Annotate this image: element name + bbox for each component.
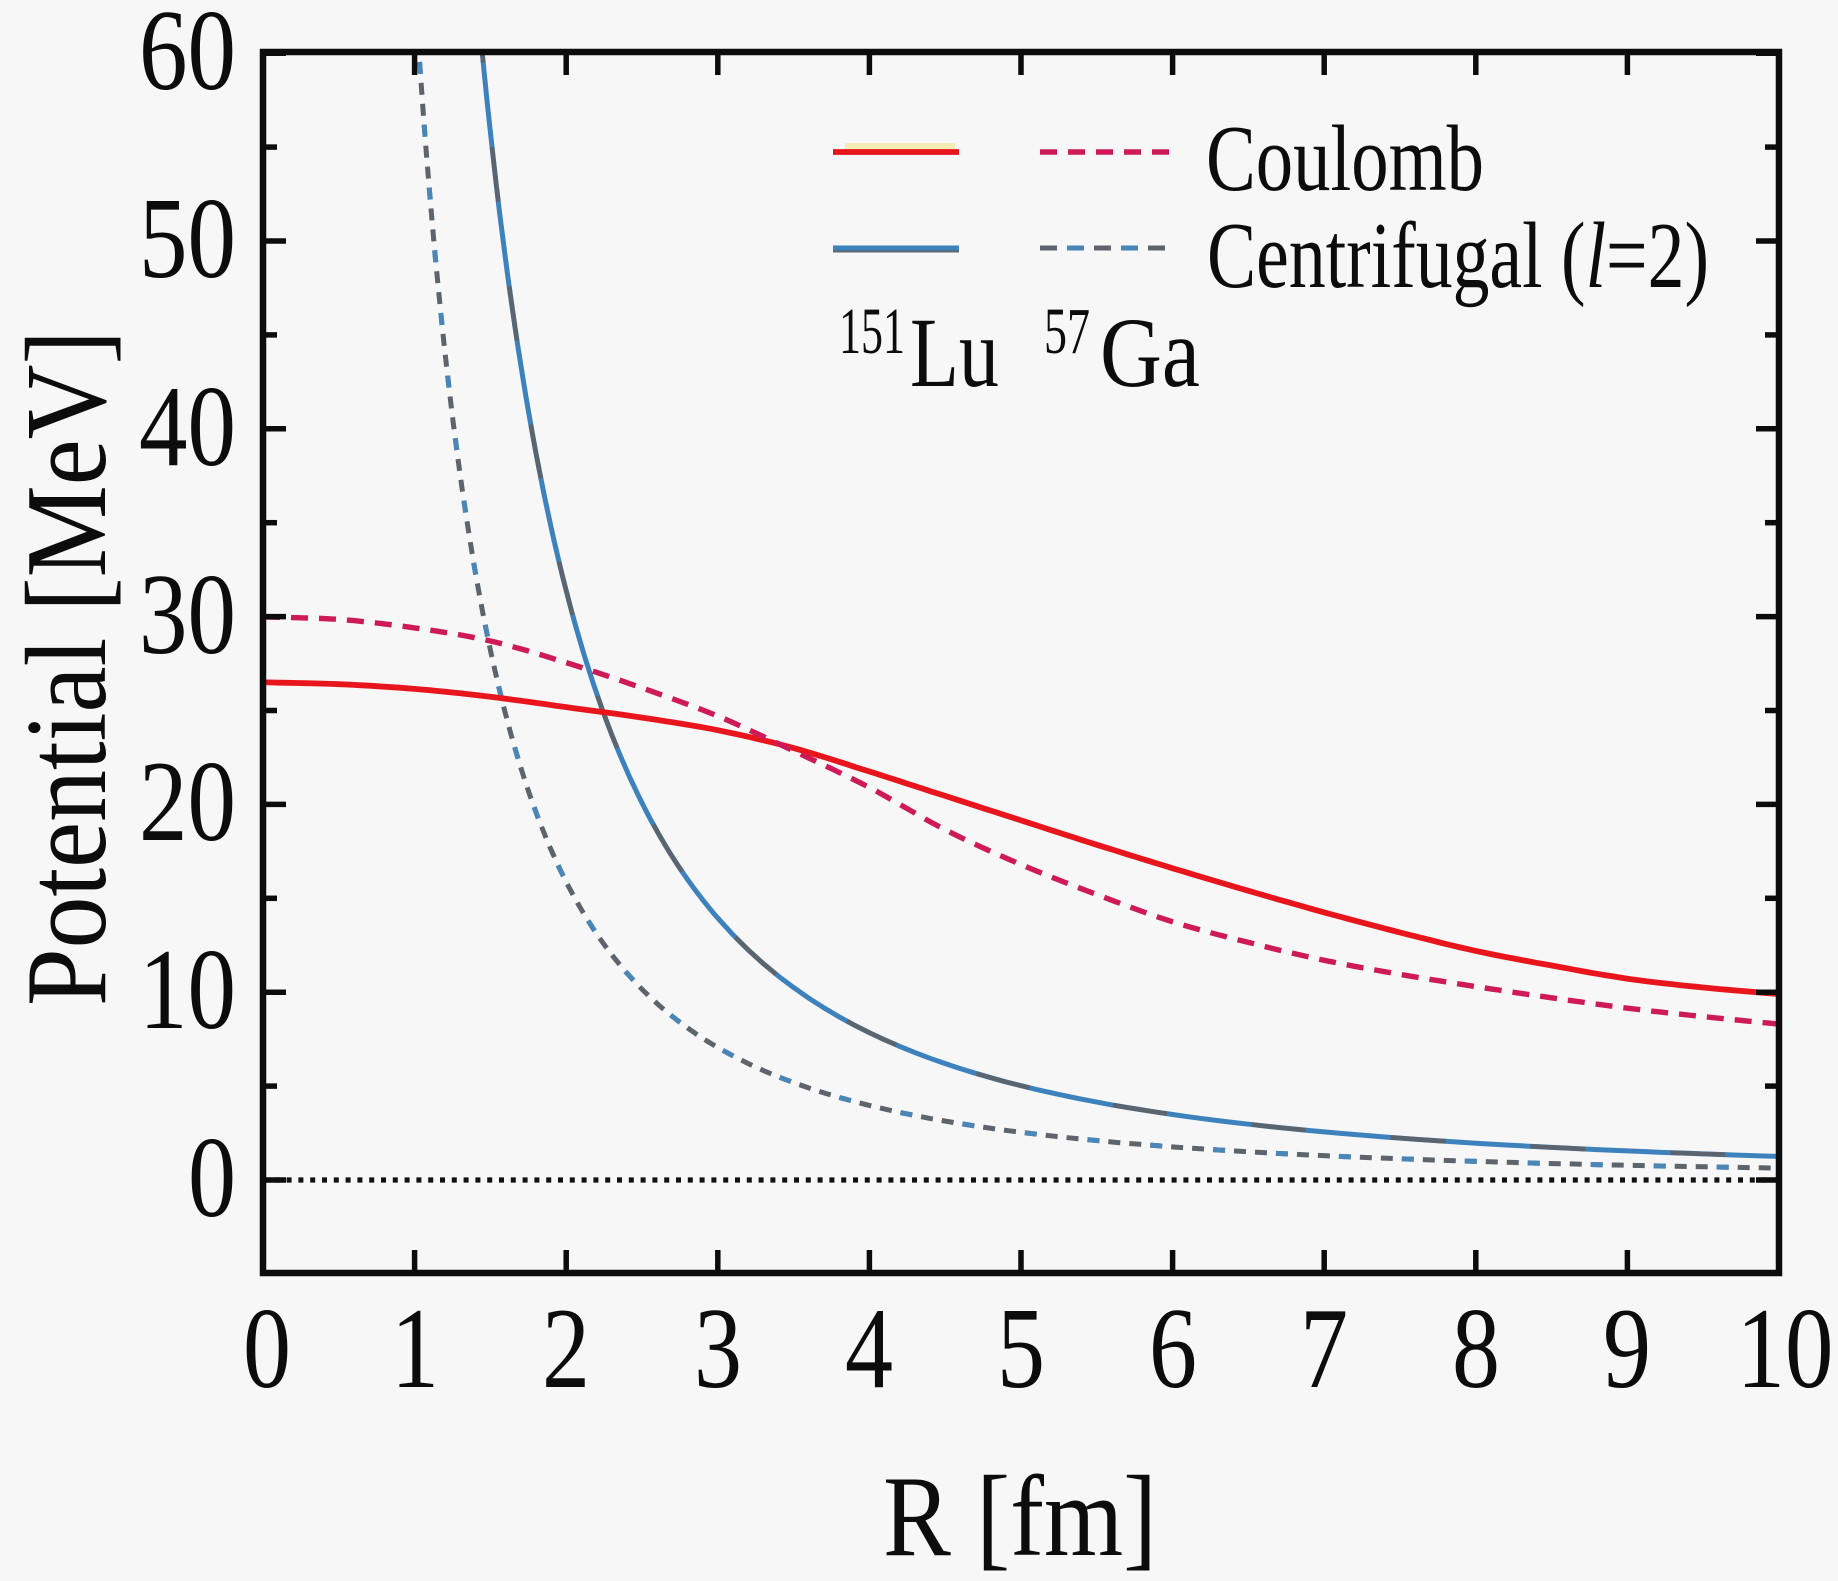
svg-text:Potential [MeV]: Potential [MeV] xyxy=(3,330,130,1006)
svg-text:Centrifugal (l=2): Centrifugal (l=2) xyxy=(1207,204,1709,308)
svg-text:10: 10 xyxy=(139,926,236,1053)
svg-text:8: 8 xyxy=(1452,1285,1500,1412)
svg-text:R [fm]: R [fm] xyxy=(883,1453,1157,1576)
svg-text:Coulomb: Coulomb xyxy=(1206,107,1484,211)
svg-text:9: 9 xyxy=(1603,1285,1651,1412)
svg-text:60: 60 xyxy=(139,0,236,114)
svg-text:7: 7 xyxy=(1300,1285,1348,1412)
svg-text:Lu: Lu xyxy=(910,297,999,408)
svg-text:10: 10 xyxy=(1737,1285,1834,1412)
svg-text:2: 2 xyxy=(542,1285,590,1412)
svg-text:40: 40 xyxy=(139,363,236,490)
svg-text:20: 20 xyxy=(139,738,236,865)
svg-text:30: 30 xyxy=(139,551,236,678)
svg-text:0: 0 xyxy=(243,1285,291,1412)
svg-text:5: 5 xyxy=(997,1285,1045,1412)
svg-text:4: 4 xyxy=(845,1285,893,1412)
svg-text:6: 6 xyxy=(1149,1285,1197,1412)
svg-text:0: 0 xyxy=(188,1114,236,1241)
svg-text:3: 3 xyxy=(694,1285,742,1412)
svg-text:50: 50 xyxy=(139,175,236,302)
svg-text:151: 151 xyxy=(839,295,905,368)
svg-text:Ga: Ga xyxy=(1100,297,1200,408)
svg-text:57: 57 xyxy=(1044,295,1090,368)
svg-text:1: 1 xyxy=(391,1285,439,1412)
